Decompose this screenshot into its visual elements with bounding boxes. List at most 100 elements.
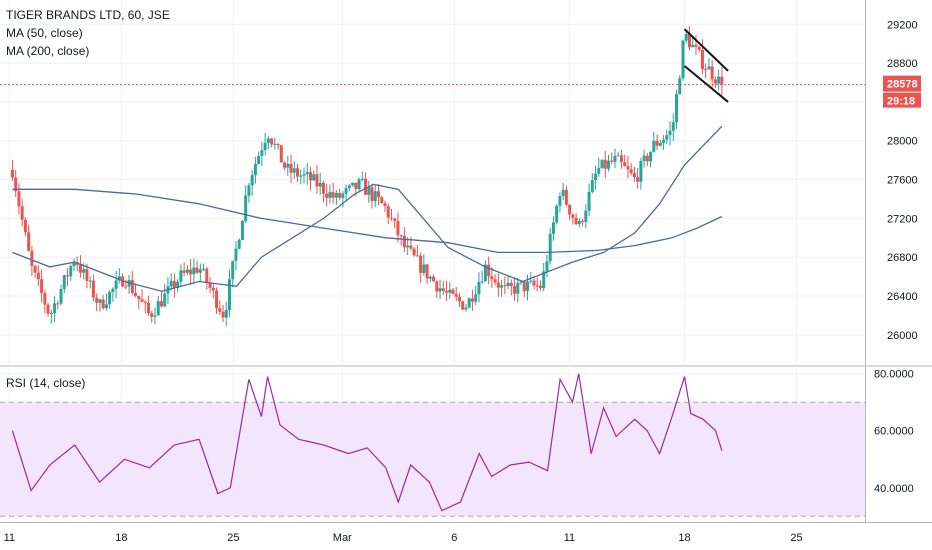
candle-body: [370, 187, 374, 202]
candle-body: [419, 255, 423, 273]
candle: [399, 234, 403, 246]
candle: [509, 279, 513, 296]
candle-body: [276, 143, 280, 146]
candle-body: [341, 193, 345, 198]
candle: [655, 134, 659, 151]
candle: [619, 149, 623, 169]
candle: [221, 304, 225, 323]
candle-body: [20, 206, 24, 220]
candle-body: [396, 220, 400, 236]
candle-body: [457, 296, 461, 302]
rsi-title[interactable]: RSI (14, close): [6, 376, 86, 390]
candle: [101, 295, 105, 310]
candle: [496, 272, 500, 297]
candle: [299, 169, 303, 185]
candle-body: [383, 203, 387, 207]
candle: [584, 204, 588, 229]
candle-body: [613, 155, 617, 162]
candle: [704, 63, 708, 79]
candle: [244, 185, 248, 224]
candle-body: [474, 294, 478, 302]
candle-body: [182, 270, 186, 273]
candle: [270, 137, 274, 148]
candle: [147, 295, 151, 316]
candle-body: [69, 266, 73, 277]
candle: [681, 39, 685, 81]
candle: [376, 183, 380, 206]
candle: [91, 274, 95, 302]
candle: [218, 300, 222, 315]
candle: [292, 161, 296, 179]
candle-body: [331, 192, 335, 198]
candle: [266, 136, 270, 150]
candle-body: [247, 185, 251, 196]
price-axis[interactable]: 2600026400268002720027600280002840028800…: [887, 19, 918, 342]
candle-body: [691, 44, 695, 48]
candle: [435, 280, 439, 299]
candle-body: [470, 298, 474, 302]
candlestick-series[interactable]: [10, 25, 724, 327]
candle-body: [108, 291, 112, 305]
candle-body: [114, 280, 118, 289]
candle-body: [321, 182, 325, 194]
candle-body: [668, 130, 672, 136]
candle-body: [234, 248, 238, 261]
channel-drawing[interactable]: [683, 28, 729, 103]
candle-body: [17, 191, 21, 207]
candle: [555, 204, 559, 225]
time-axis-tick: 18: [115, 532, 127, 544]
candle-body: [590, 180, 594, 192]
ma50-legend[interactable]: MA (50, close): [6, 26, 83, 40]
candle: [341, 191, 345, 208]
candle: [169, 273, 173, 291]
candle: [412, 247, 416, 257]
time-axis[interactable]: 11 18 25 Mar 6 11 18 25: [4, 532, 803, 544]
symbol-title[interactable]: TIGER BRANDS LTD, 60, JSE: [6, 8, 170, 22]
candle-body: [551, 222, 555, 234]
candle: [331, 182, 335, 204]
candle-body: [23, 219, 27, 233]
candle-body: [82, 269, 86, 273]
candle: [260, 141, 264, 167]
candle: [215, 287, 219, 314]
rsi-axis[interactable]: 40.0000 60.0000 80.0000: [874, 369, 914, 495]
candle-body: [289, 163, 293, 173]
candle: [373, 185, 377, 208]
candle: [697, 45, 701, 52]
channel-line: [683, 65, 729, 103]
candle-body: [681, 40, 685, 79]
candle-body: [43, 292, 47, 305]
ma200-line[interactable]: [12, 188, 723, 254]
candle: [522, 281, 526, 298]
candle-body: [227, 279, 231, 310]
candle: [111, 287, 115, 302]
candle-body: [632, 173, 636, 178]
candle-body: [257, 155, 261, 164]
ma200-legend[interactable]: MA (200, close): [6, 44, 90, 58]
candle: [470, 289, 474, 311]
candle: [286, 155, 290, 176]
candle: [626, 155, 630, 179]
candle: [571, 213, 575, 225]
candle: [283, 161, 287, 171]
candle-body: [393, 218, 397, 221]
candle-body: [652, 140, 656, 152]
candle: [321, 180, 325, 203]
candle-body: [603, 159, 607, 169]
candle-body: [509, 282, 513, 287]
rsi-line[interactable]: [11, 373, 723, 512]
candle: [156, 295, 160, 316]
candle-body: [376, 191, 380, 198]
candle-body: [700, 49, 704, 70]
candle-body: [707, 66, 711, 70]
candle: [419, 252, 423, 283]
candle-body: [639, 161, 643, 182]
candle: [315, 164, 319, 195]
last-price-value: 28578: [887, 79, 918, 91]
candle: [172, 273, 176, 298]
candle: [117, 268, 121, 284]
candle-body: [260, 150, 264, 156]
candle-body: [53, 303, 57, 313]
candle-body: [286, 163, 290, 168]
